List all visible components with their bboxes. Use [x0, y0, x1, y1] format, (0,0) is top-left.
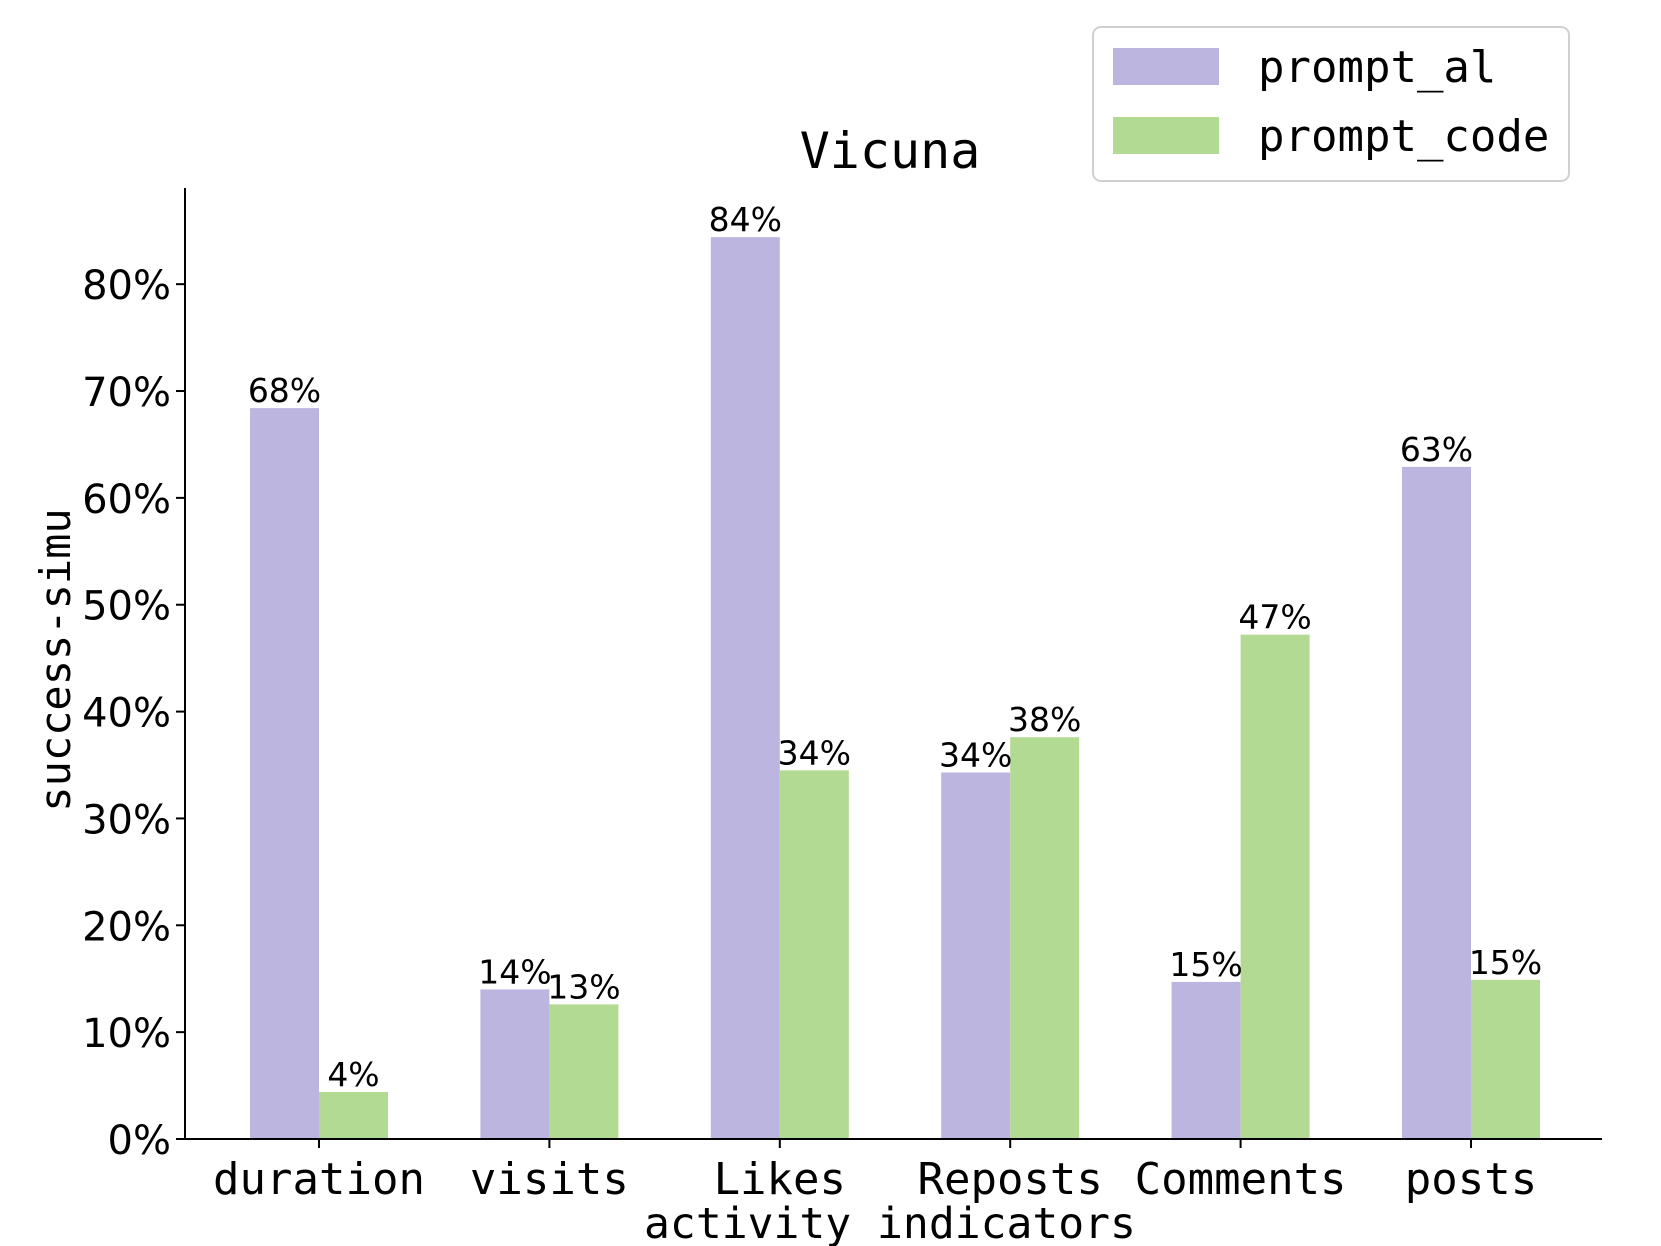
value-label-prompt-al-duration: 68% — [248, 371, 321, 410]
value-label-prompt-code-posts: 15% — [1469, 943, 1542, 982]
y-tick-label: 10% — [82, 1011, 171, 1057]
legend-label-prompt-al: prompt_al — [1258, 42, 1496, 93]
value-label-prompt-code-comments: 47% — [1238, 598, 1311, 637]
bar-prompt-code-visits — [549, 1004, 619, 1139]
legend-swatch-prompt-al — [1113, 48, 1219, 85]
y-tick-label: 50% — [82, 584, 171, 630]
x-tick-label-visits: visits — [470, 1154, 629, 1205]
axes-layer — [184, 188, 1602, 1140]
bar-prompt-code-reposts — [1010, 737, 1080, 1139]
y-tick-label: 20% — [82, 904, 171, 950]
legend: prompt_al prompt_code — [1092, 26, 1570, 182]
y-tick-label: 70% — [82, 370, 171, 416]
y-tick-label: 30% — [82, 797, 171, 843]
value-label-prompt-code-reposts: 38% — [1008, 700, 1081, 739]
bar-prompt-code-comments — [1240, 634, 1310, 1139]
y-tick-label: 80% — [82, 263, 171, 309]
bar-prompt-al-likes — [710, 237, 780, 1139]
bar-prompt-code-duration — [319, 1091, 388, 1139]
x-tick-label-posts: posts — [1405, 1154, 1537, 1205]
value-label-prompt-code-duration: 4% — [327, 1055, 379, 1094]
y-tick-label: 60% — [82, 477, 171, 523]
bar-prompt-code-posts — [1471, 979, 1540, 1139]
bar-prompt-code-likes — [779, 770, 849, 1139]
bar-prompt-al-comments — [1171, 981, 1241, 1139]
bar-prompt-al-reposts — [941, 772, 1011, 1139]
value-label-prompt-al-posts: 63% — [1400, 430, 1473, 469]
value-label-prompt-code-visits: 13% — [547, 967, 620, 1006]
y-axis-label: success-simu — [31, 508, 80, 811]
legend-label-prompt-code: prompt_code — [1258, 111, 1549, 162]
y-tick-label: 0% — [108, 1118, 171, 1164]
bar-prompt-al-visits — [480, 989, 550, 1139]
bar-prompt-al-posts — [1402, 466, 1471, 1139]
x-tick-label-reposts: Reposts — [917, 1154, 1102, 1205]
value-label-prompt-code-likes: 34% — [778, 733, 851, 772]
value-label-prompt-al-comments: 15% — [1169, 945, 1242, 984]
y-tick-label: 40% — [82, 691, 171, 737]
x-tick-label-likes: Likes — [714, 1154, 846, 1205]
bar-prompt-al-duration — [250, 408, 319, 1139]
value-label-prompt-al-visits: 14% — [478, 952, 551, 991]
chart-title: Vicuna — [800, 122, 981, 180]
x-tick-label-duration: duration — [213, 1154, 425, 1205]
ticks-layer: 0% 10% 20% 30% 40% 50% 60% 70% 80% duration visits… — [82, 263, 1537, 1205]
value-label-prompt-al-reposts: 34% — [939, 735, 1012, 774]
value-label-prompt-al-likes: 84% — [709, 200, 782, 239]
bars-layer — [250, 237, 1540, 1139]
x-axis-label: activity indicators — [644, 1199, 1136, 1246]
legend-swatch-prompt-code — [1113, 117, 1219, 154]
x-tick-label-comments: Comments — [1135, 1154, 1347, 1205]
value-labels-layer: 68%4%14%13%84%34% 34%38%15%47%63%15% — [248, 200, 1542, 1094]
